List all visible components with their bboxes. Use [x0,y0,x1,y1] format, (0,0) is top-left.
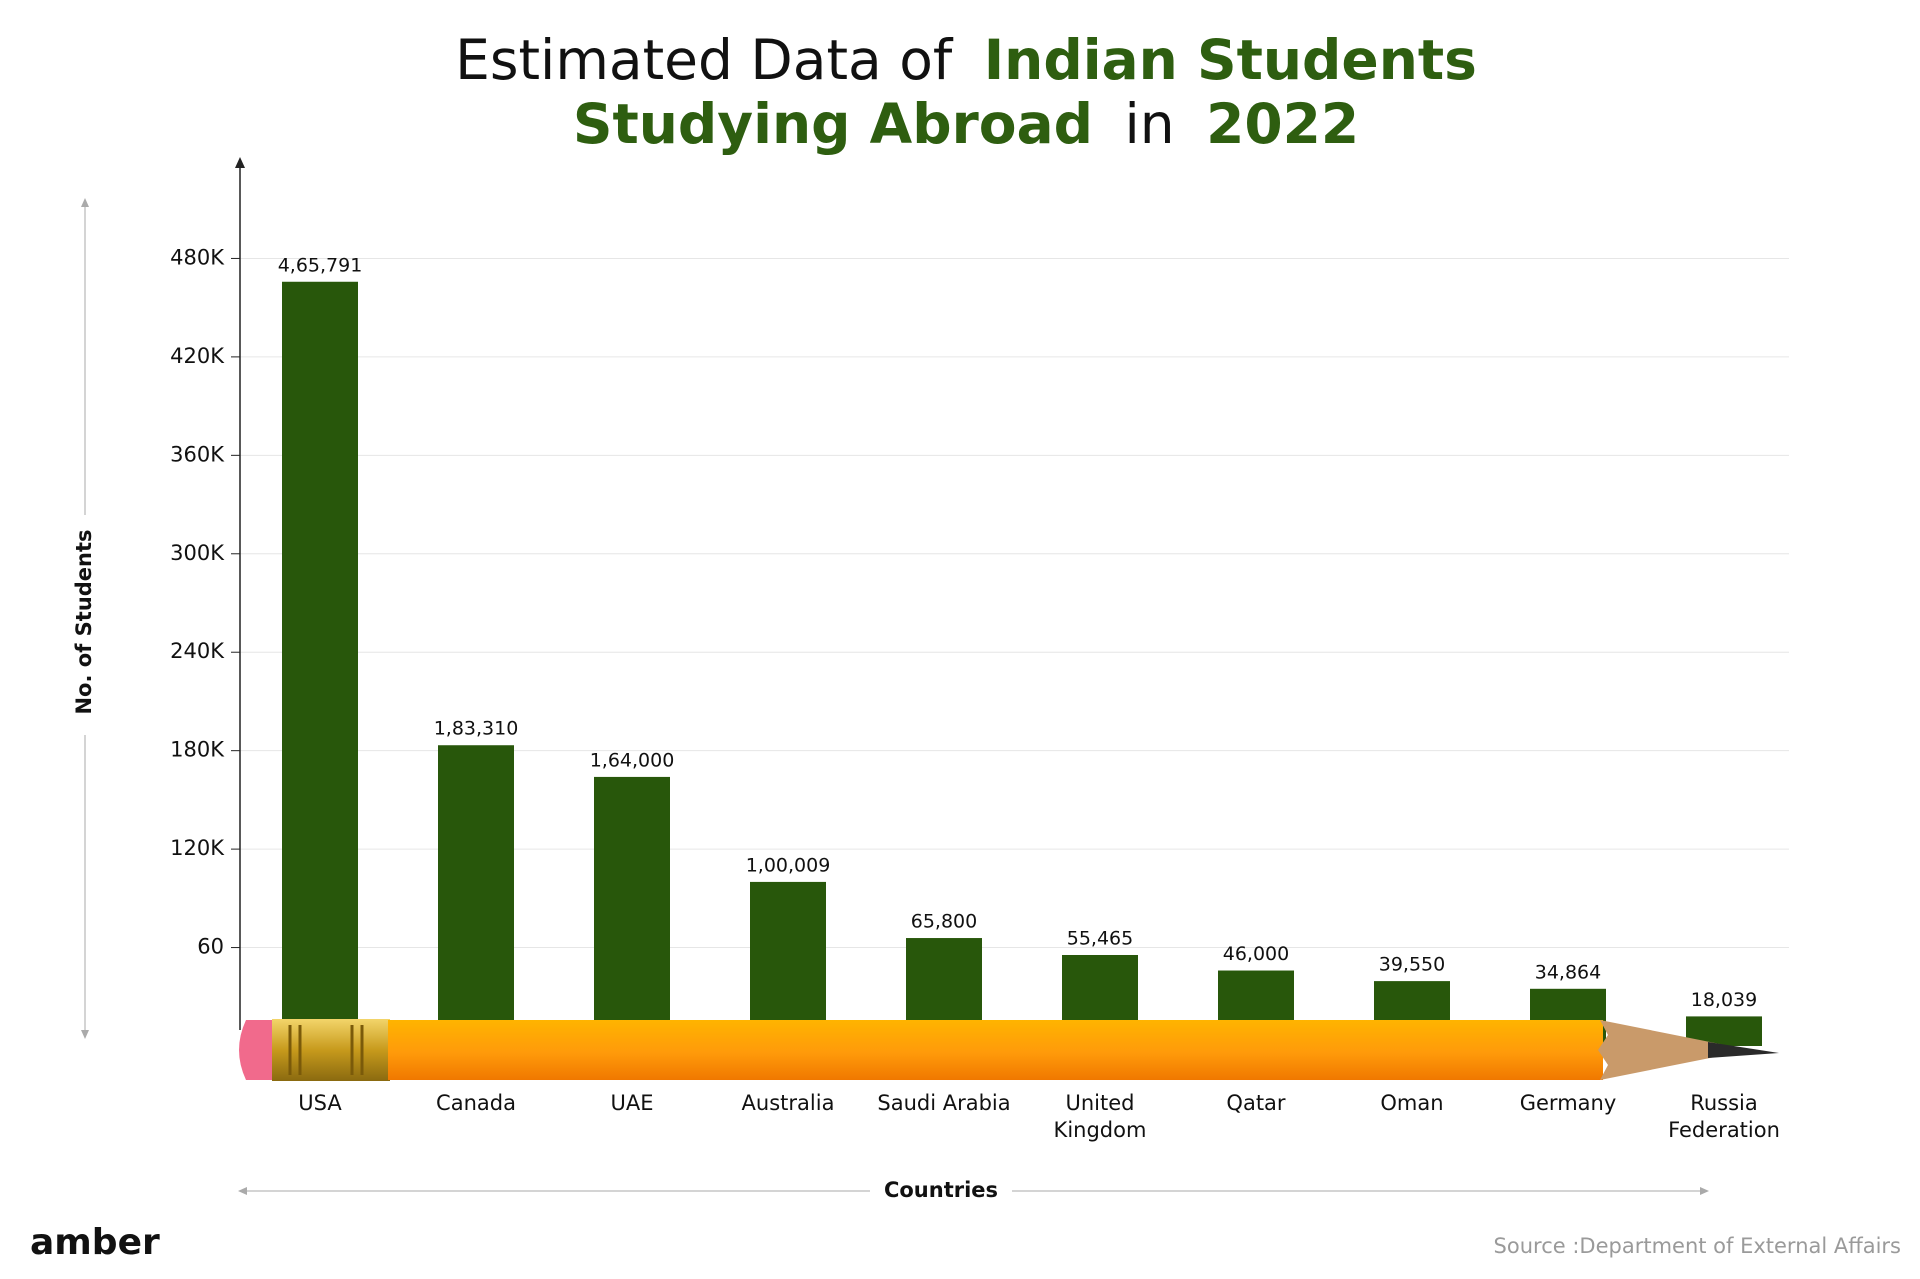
bar [594,776,670,1046]
x-tick-label: Russia Federation [1668,1091,1780,1142]
x-tick-label: Australia [741,1091,835,1115]
x-tick-label: Saudi Arabia [877,1091,1011,1115]
value-label: 4,65,791 [278,254,363,276]
title-part: Studying Abroad [573,92,1093,156]
value-label: 1,00,009 [746,854,831,876]
grid: 60 120K 180K 240K 300K 360K 420K 480K [170,245,1789,959]
bar [438,745,514,1046]
value-label: 65,800 [911,911,977,933]
value-label: 34,864 [1535,961,1601,983]
value-label: 18,039 [1691,989,1757,1011]
value-label: 55,465 [1067,927,1133,949]
value-label: 1,64,000 [590,749,675,771]
x-tick-label: Oman [1380,1091,1444,1115]
y-tick-label: 120K [170,836,225,860]
bar [750,881,826,1046]
y-tick-label: 360K [170,442,225,466]
value-label: 46,000 [1223,943,1289,965]
chart-title: Estimated Data of Indian Students [455,28,1477,92]
brand: amber [30,1222,160,1263]
bars: 4,65,791 1,83,310 1,64,000 1,00,009 65,800 55… [278,254,1762,1047]
value-label: 1,83,310 [434,718,519,740]
bar [282,281,358,1047]
y-tick-label: 480K [170,245,225,269]
title-part: 2022 [1206,92,1359,156]
x-tick-label: Germany [1519,1091,1617,1115]
y-tick-label: 60 [197,935,224,959]
title-part: in [1124,92,1174,156]
pencil [239,1019,1779,1081]
x-axis-label: Countries [884,1178,998,1202]
y-tick-label: 420K [170,344,225,368]
x-tick-label: United Kingdom [1053,1091,1147,1142]
y-tick-label: 240K [170,639,225,663]
x-tick-label: UAE [610,1091,654,1115]
title-part: Indian Students [984,28,1477,92]
source: Source :Department of External Affairs [1494,1234,1901,1258]
title-part: Estimated Data of [455,28,954,92]
value-label: 39,550 [1379,954,1445,976]
x-tick-label: USA [298,1091,342,1115]
y-tick-label: 180K [170,738,225,762]
chart-title: Studying Abroad in 2022 [573,92,1359,156]
x-tick-label: Qatar [1226,1091,1286,1115]
x-tick-label: Canada [436,1091,516,1115]
y-tick-label: 300K [170,541,225,565]
axis-arrow [235,157,245,168]
y-axis-label: No. of Students [72,529,96,714]
